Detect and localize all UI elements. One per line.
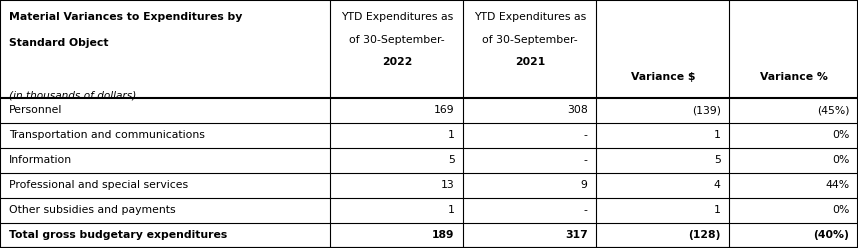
Text: -: -	[583, 206, 588, 216]
Text: 0%: 0%	[832, 155, 849, 165]
Text: 0%: 0%	[832, 206, 849, 216]
Text: 1: 1	[714, 206, 721, 216]
Text: 5: 5	[448, 155, 455, 165]
Text: 189: 189	[432, 230, 455, 241]
Text: 2022: 2022	[382, 57, 412, 67]
Text: Personnel: Personnel	[9, 105, 62, 116]
Text: Other subsidies and payments: Other subsidies and payments	[9, 206, 175, 216]
Text: YTD Expenditures as: YTD Expenditures as	[474, 12, 586, 22]
Text: Professional and special services: Professional and special services	[9, 181, 188, 190]
Text: 169: 169	[434, 105, 455, 116]
Text: of 30-September-: of 30-September-	[482, 35, 577, 45]
Text: Total gross budgetary expenditures: Total gross budgetary expenditures	[9, 230, 227, 241]
Text: 1: 1	[448, 130, 455, 140]
Text: Variance %: Variance %	[759, 72, 828, 82]
Text: Material Variances to Expenditures by: Material Variances to Expenditures by	[9, 12, 242, 22]
Text: 2021: 2021	[515, 57, 545, 67]
Text: 317: 317	[565, 230, 588, 241]
Text: 0%: 0%	[832, 130, 849, 140]
Text: 4: 4	[714, 181, 721, 190]
Text: 5: 5	[714, 155, 721, 165]
Text: -: -	[583, 155, 588, 165]
Text: Standard Object: Standard Object	[9, 38, 108, 48]
Text: 9: 9	[581, 181, 588, 190]
Text: YTD Expenditures as: YTD Expenditures as	[341, 12, 453, 22]
Text: 13: 13	[441, 181, 455, 190]
Text: Variance $: Variance $	[631, 72, 695, 82]
Text: of 30-September-: of 30-September-	[349, 35, 444, 45]
Text: (139): (139)	[692, 105, 721, 116]
Text: -: -	[583, 130, 588, 140]
Text: 44%: 44%	[825, 181, 849, 190]
Text: (in thousands of dollars): (in thousands of dollars)	[9, 91, 136, 100]
Text: (128): (128)	[688, 230, 721, 241]
Text: 1: 1	[714, 130, 721, 140]
Text: (45%): (45%)	[817, 105, 849, 116]
Text: 1: 1	[448, 206, 455, 216]
Text: 308: 308	[567, 105, 588, 116]
Text: (40%): (40%)	[813, 230, 849, 241]
Text: Transportation and communications: Transportation and communications	[9, 130, 204, 140]
Text: Information: Information	[9, 155, 72, 165]
